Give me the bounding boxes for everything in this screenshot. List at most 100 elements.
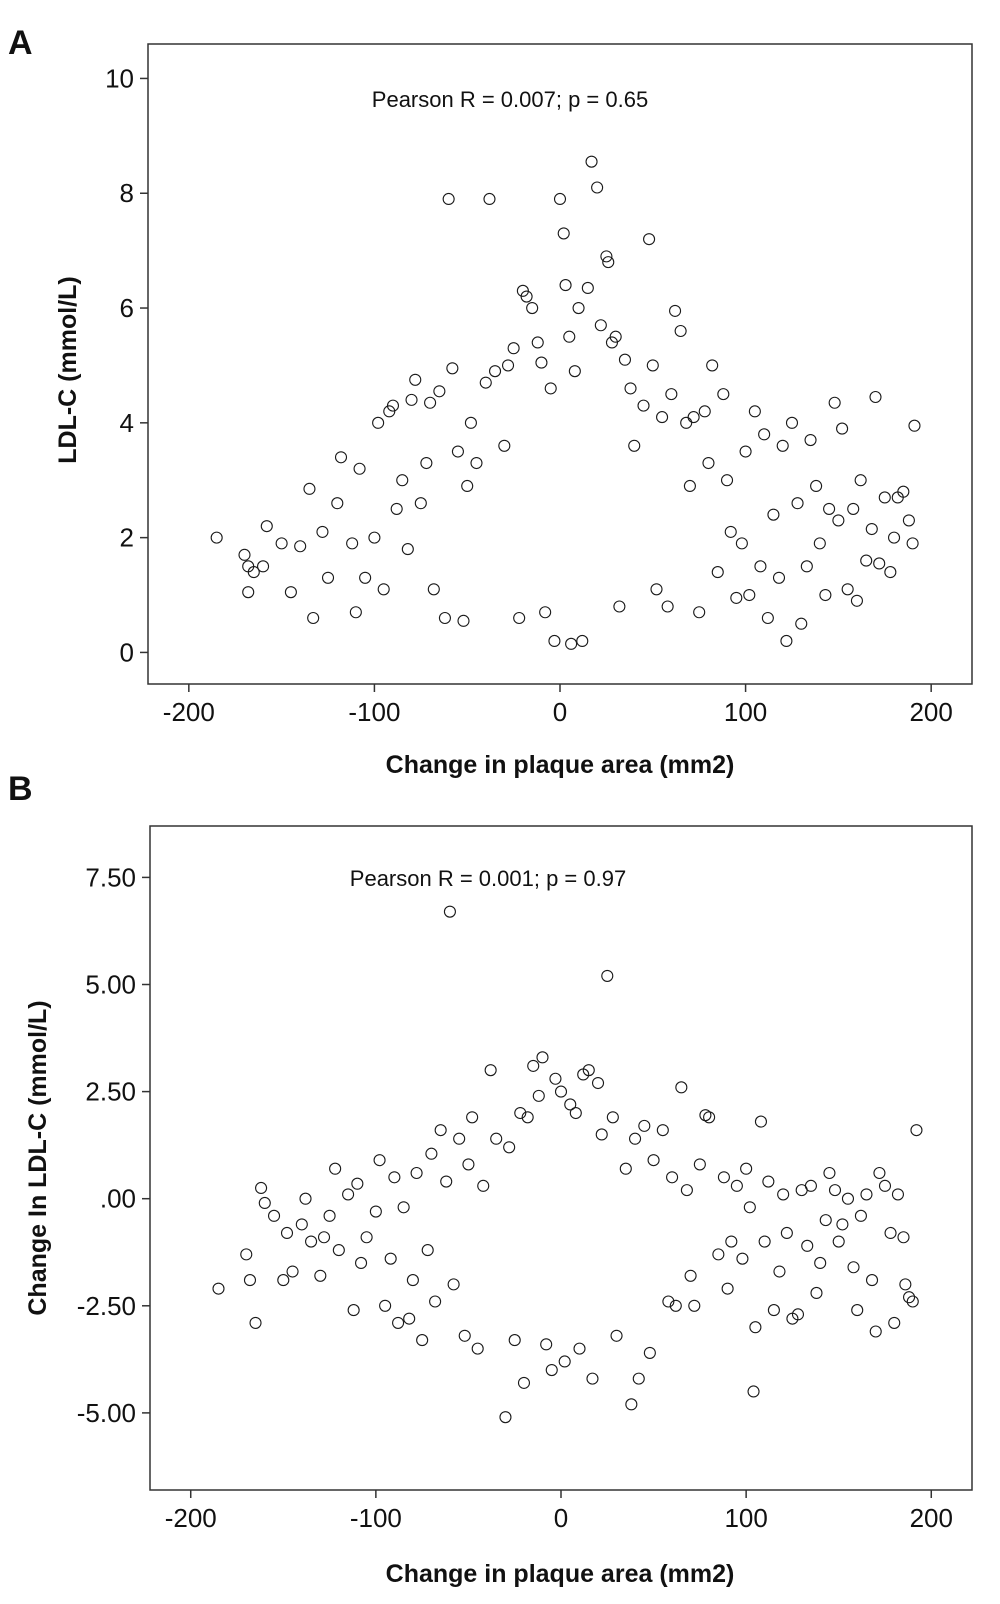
scatter-point	[508, 1334, 521, 1347]
scatter-point	[878, 1179, 892, 1192]
scatter-point	[767, 1304, 780, 1317]
scatter-point	[490, 1132, 503, 1145]
scatter-point	[754, 1115, 767, 1128]
scatter-point	[433, 385, 446, 398]
panel-a-annotation: Pearson R = 0.007; p = 0.65	[372, 87, 648, 112]
scatter-point	[258, 1196, 271, 1210]
y-tick-label: -2.50	[77, 1291, 136, 1321]
x-tick-label: 200	[909, 697, 952, 727]
scatter-point	[773, 1265, 786, 1278]
scatter-point	[591, 181, 604, 194]
scatter-point	[558, 1355, 571, 1368]
scatter-point	[850, 594, 863, 607]
scatter-point	[210, 531, 223, 544]
scatter-point	[316, 525, 329, 538]
scatter-point	[549, 1072, 562, 1085]
panel-b-x-ticks: -200 -100 0 100 200	[165, 1490, 953, 1533]
panel-a-x-ticks: -200 -100 0 100 200	[163, 684, 953, 727]
scatter-point	[360, 1231, 373, 1244]
scatter-point	[396, 474, 409, 487]
scatter-point	[602, 256, 615, 269]
scatter-point	[243, 1274, 257, 1287]
scatter-point	[702, 456, 715, 470]
scatter-point	[761, 611, 774, 625]
scatter-point	[294, 540, 307, 553]
scatter-point	[438, 611, 451, 625]
scatter-point	[669, 1299, 682, 1312]
scatter-point	[507, 342, 520, 355]
panel-b-annotation: Pearson R = 0.001; p = 0.97	[350, 866, 626, 891]
scatter-point	[743, 1201, 756, 1214]
scatter-point	[405, 393, 418, 406]
scatter-point	[680, 1184, 693, 1197]
scatter-point	[785, 416, 799, 429]
scatter-point	[884, 566, 897, 579]
scatter-point	[451, 445, 464, 458]
scatter-point	[581, 281, 594, 294]
scatter-point	[643, 1346, 656, 1359]
x-tick-label: 200	[910, 1503, 953, 1533]
scatter-point	[869, 390, 882, 404]
scatter-point	[854, 1209, 867, 1222]
scatter-point	[331, 497, 344, 510]
scatter-point	[466, 1111, 479, 1124]
scatter-point	[295, 1218, 308, 1231]
scatter-point	[758, 1235, 771, 1248]
scatter-point	[804, 1179, 817, 1192]
scatter-point	[601, 969, 614, 982]
scatter-point	[527, 1059, 540, 1072]
scatter-point	[813, 537, 826, 550]
scatter-point	[638, 1119, 651, 1132]
scatter-point	[628, 439, 641, 452]
scatter-point	[544, 382, 557, 395]
scatter-point	[706, 359, 719, 372]
scatter-point	[804, 434, 817, 447]
scatter-point	[908, 419, 921, 432]
scatter-point	[563, 330, 576, 343]
panel-a-y-ticks: 0 2 4 6 8 10	[105, 63, 148, 667]
scatter-point	[619, 1162, 632, 1175]
scatter-point	[888, 531, 901, 544]
scatter-point	[646, 359, 659, 372]
scatter-point	[429, 1295, 442, 1308]
scatter-point	[305, 1235, 318, 1248]
scatter-point	[267, 1209, 281, 1222]
scatter-point	[878, 491, 891, 504]
scatter-point	[242, 586, 255, 599]
scatter-point	[255, 1181, 268, 1195]
scatter-point	[600, 250, 613, 263]
scatter-point	[665, 388, 678, 401]
scatter-point	[520, 290, 533, 303]
scatter-point	[553, 192, 567, 206]
scatter-point	[457, 614, 470, 627]
scatter-point	[576, 634, 589, 648]
scatter-point	[610, 1329, 623, 1342]
scatter-point	[609, 330, 622, 343]
scatter-point	[661, 600, 674, 613]
scatter-point	[703, 1111, 716, 1124]
scatter-point	[662, 1295, 675, 1308]
scatter-point	[317, 1231, 331, 1244]
scatter-point	[823, 1166, 836, 1180]
panel-a-letter: A	[8, 24, 33, 62]
scatter-point	[434, 1124, 447, 1137]
scatter-point	[736, 1252, 749, 1265]
y-tick-label: .00	[100, 1184, 136, 1214]
scatter-point	[414, 497, 427, 510]
scatter-point	[280, 1226, 294, 1240]
scatter-point	[554, 1085, 568, 1098]
scatter-point	[484, 1064, 497, 1077]
scatter-point	[483, 192, 496, 206]
scatter-point	[353, 462, 366, 475]
scatter-point	[442, 192, 455, 206]
scatter-point	[748, 405, 761, 418]
scatter-point	[531, 336, 544, 349]
panel-a-x-axis-title: Change in plaque area (mm2)	[386, 751, 735, 779]
scatter-point	[462, 1158, 475, 1171]
y-tick-label: -5.00	[77, 1398, 136, 1428]
scatter-point	[397, 1201, 410, 1214]
scatter-point	[720, 474, 734, 487]
scatter-point	[540, 1338, 553, 1351]
scatter-point	[443, 905, 456, 918]
x-tick-label: -200	[165, 1503, 217, 1533]
